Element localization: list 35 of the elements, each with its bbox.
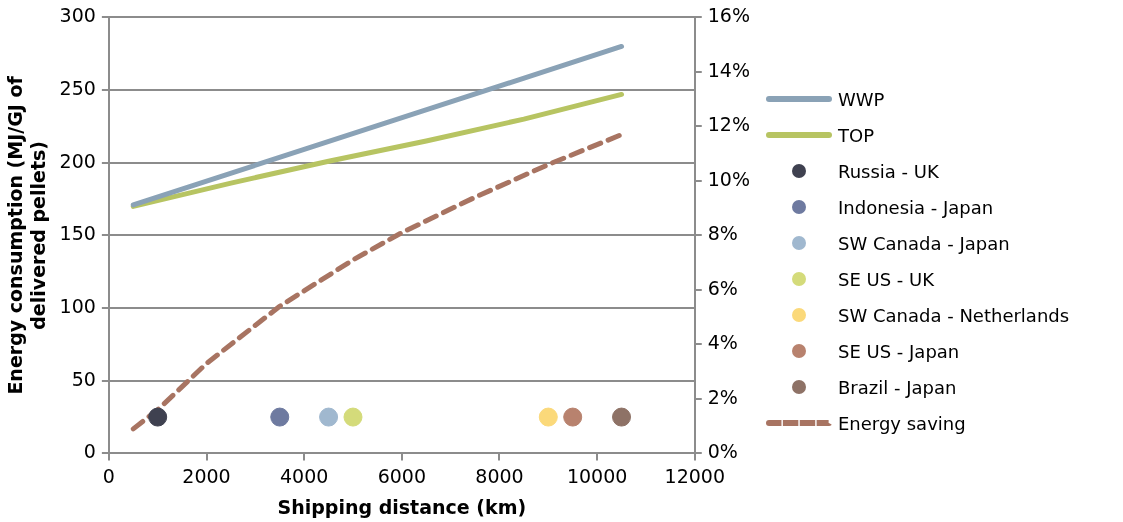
- x-tick-label: 6000: [377, 464, 426, 487]
- legend-label: WWP: [838, 88, 885, 110]
- x-tick-label: 10000: [566, 464, 628, 487]
- y-tick-label: 0: [83, 440, 96, 463]
- legend-label: SW Canada - Netherlands: [838, 304, 1070, 326]
- y-tick-label: 300: [59, 4, 96, 27]
- legend-label: Energy saving: [838, 412, 966, 434]
- y2-tick-label: 16%: [707, 4, 750, 27]
- y2-tick-label: 12%: [707, 113, 750, 136]
- legend-label: Russia - UK: [838, 160, 939, 182]
- x-tick-label: 2000: [182, 464, 231, 487]
- y2-tick-label: 10%: [707, 167, 750, 190]
- y2-tick-label: 4%: [707, 331, 738, 354]
- y-tick-label: 50: [71, 367, 96, 390]
- y2-tick-label: 2%: [707, 385, 738, 408]
- y2-tick-label: 0%: [707, 440, 738, 463]
- legend-label: Indonesia - Japan: [838, 196, 994, 218]
- y-tick-label: 100: [59, 295, 96, 317]
- x-tick-label: 8000: [475, 464, 524, 487]
- x-tick-label: 12000: [664, 464, 725, 487]
- y-tick-label: 150: [59, 222, 96, 245]
- y-axis-title: Energy consumption (MJ/GJ of delivered pellets): [4, 75, 50, 395]
- x-axis-title: Shipping distance (km): [277, 495, 527, 518]
- x-tick-label: 0: [102, 464, 115, 487]
- y2-tick-label: 8%: [707, 222, 738, 245]
- y-tick-label: 200: [59, 149, 96, 172]
- x-tick-label: 4000: [279, 464, 329, 487]
- y-tick-label: 250: [59, 77, 96, 99]
- legend-label: SW Canada - Japan: [838, 232, 1010, 254]
- legend-label: Brazil - Japan: [838, 376, 957, 398]
- y2-tick-label: 6%: [707, 276, 738, 299]
- legend-label: SE US - Japan: [838, 340, 960, 362]
- legend-label: SE US - UK: [838, 268, 935, 290]
- y2-tick-label: 14%: [707, 58, 750, 81]
- legend-label: TOP: [838, 124, 875, 146]
